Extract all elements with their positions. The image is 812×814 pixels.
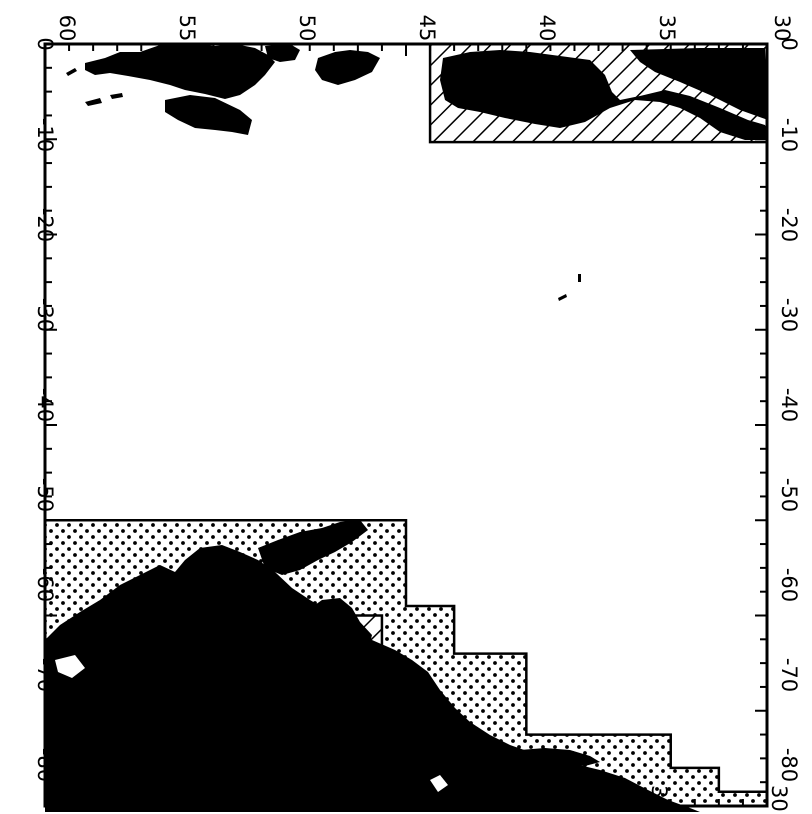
left-axis-label: -80 [33,748,57,782]
right-axis-label: 0 [777,37,801,50]
left-axis-label: 0 [33,37,57,50]
bottom-axis-label: 40 [527,785,551,812]
bottom-axis-label: 60 [47,785,71,812]
left-axis-label: -30 [33,298,57,332]
land-island-small-c [265,44,300,62]
right-axis-label: -30 [777,298,801,332]
top-axis-label: 40 [535,15,559,42]
land-top-right [440,50,768,140]
axis-ticks [44,43,768,807]
land-gap-a [55,655,85,678]
top-axis-label: 35 [655,15,679,42]
land-fragment-c [110,93,123,99]
left-axis-label: -50 [33,478,57,512]
bottom-axis-label: 45 [407,785,431,812]
top-axis-label: 45 [415,15,439,42]
land-speck-a [578,274,581,282]
top-axis: 60 55 50 45 40 35 30 [55,15,794,42]
right-axis: 0 -10 -20 -30 -40 -50 -60 -70 -80 [777,37,801,782]
top-axis-label: 50 [295,15,319,42]
top-axis-label: 55 [175,15,199,42]
land-fragment-a [66,68,77,76]
land-masses [45,44,768,812]
bottom-axis: 60 55 50 45 40 35 30 [47,785,791,812]
bottom-axis-label: 30 [767,785,791,812]
land-island-top-left [85,44,275,99]
land-island-small-b [315,50,380,85]
land-top-right-strip [630,48,768,120]
land-continent-bottom [45,545,700,812]
bottom-axis-label: 50 [287,785,311,812]
left-axis: 0 -10 -20 -30 -40 -50 -60 -70 -80 [33,37,57,782]
right-axis-label: -70 [777,658,801,692]
left-axis-label: -10 [33,118,57,152]
right-axis-label: -50 [777,478,801,512]
land-fragment-b [85,98,102,106]
top-axis-label: 30 [770,15,794,42]
left-axis-label: -70 [33,658,57,692]
land-gap-b [430,775,448,792]
land-strip-right [520,748,600,766]
land-inner-island [305,598,372,675]
right-axis-label: -60 [777,568,801,602]
left-axis-label: -20 [33,208,57,242]
right-axis-label: -80 [777,748,801,782]
left-axis-label: -40 [33,388,57,422]
land-peninsula [258,520,368,575]
bottom-axis-label: 35 [647,785,671,812]
land-island-small-a [165,95,252,135]
bottom-axis-label: 55 [167,785,191,812]
right-axis-label: -20 [777,208,801,242]
top-axis-label: 60 [55,15,79,42]
right-axis-label: -10 [777,118,801,152]
right-axis-label: -40 [777,388,801,422]
land-speck-b [558,294,567,301]
left-axis-label: -60 [33,568,57,602]
